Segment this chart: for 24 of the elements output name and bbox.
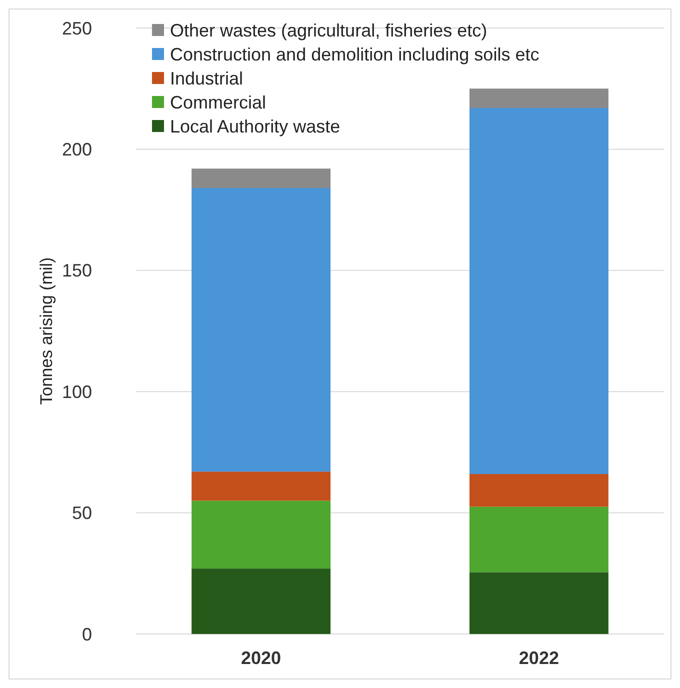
bar bbox=[192, 168, 331, 188]
legend-label: Other wastes (agricultural, fisheries etc) bbox=[170, 20, 488, 40]
legend-label: Industrial bbox=[170, 68, 244, 88]
bar bbox=[469, 108, 608, 474]
y-tick-label: 150 bbox=[62, 260, 92, 281]
bar bbox=[469, 506, 608, 572]
y-tick-label: 0 bbox=[82, 624, 92, 644]
bar bbox=[469, 572, 608, 634]
y-tick-label: 50 bbox=[72, 503, 92, 524]
x-tick-label: 2022 bbox=[518, 648, 559, 668]
legend-label: Construction and demolition including soils etc bbox=[170, 44, 540, 64]
legend-label: Local Authority waste bbox=[170, 116, 340, 136]
y-axis-title: Tonnes arising (mil) bbox=[37, 257, 56, 405]
legend-label: Commercial bbox=[170, 92, 266, 112]
bar bbox=[192, 500, 331, 569]
y-tick-label: 250 bbox=[62, 18, 92, 38]
bar bbox=[192, 472, 331, 501]
bar bbox=[469, 474, 608, 507]
bar bbox=[192, 568, 331, 634]
x-tick-label: 2020 bbox=[241, 648, 282, 668]
bar bbox=[469, 88, 608, 108]
bar bbox=[192, 188, 331, 472]
y-tick-label: 100 bbox=[62, 382, 92, 402]
y-tick-label: 200 bbox=[62, 140, 92, 160]
